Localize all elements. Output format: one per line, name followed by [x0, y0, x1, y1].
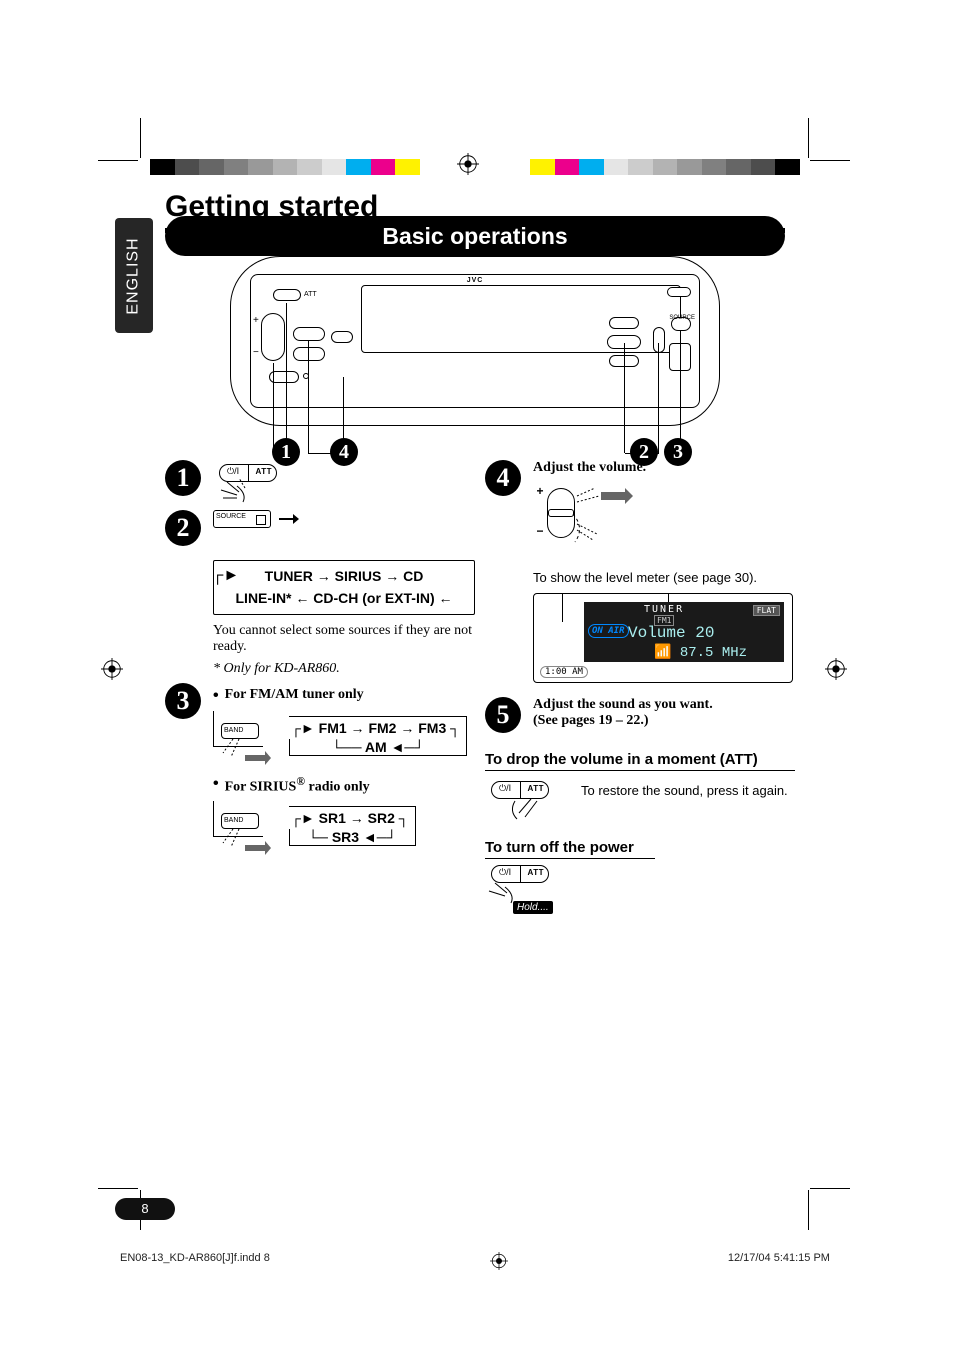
basic-operations-pill: Basic operations	[165, 216, 785, 256]
arrow-right-icon	[279, 514, 299, 524]
step-2-diagram: SOURCE	[213, 510, 299, 546]
registration-mark-bottom	[490, 1252, 508, 1270]
brand-label: JVC	[467, 277, 484, 284]
level-meter-caption: To show the level meter (see page 30).	[533, 570, 795, 585]
volume-rocker-diagram: + −	[533, 484, 643, 564]
step3-bullet1: For FM/AM tuner only	[225, 687, 364, 705]
step-3-badge: 3	[165, 683, 201, 719]
step-5-sub: (See pages 19 – 22.)	[533, 713, 795, 729]
step-1-diagram: ⏻/I ATT	[213, 460, 293, 504]
radio-faceplate-diagram: JVC ATT + − SOURCE	[230, 256, 720, 456]
step-5-badge: 5	[485, 697, 521, 733]
step3-bullet2: For SIRIUS® radio only	[225, 775, 370, 796]
display-mock: TUNER FLAT FM1 ON AIR Volume 20 📶 87.5 M…	[533, 593, 793, 683]
att-button-diagram: ⏻/I ATT	[485, 781, 565, 821]
page-number: 8	[115, 1198, 175, 1220]
step-2-note: You cannot select some sources if they a…	[213, 623, 475, 655]
source-flow: ┌► TUNER → SIRIUS → CD LINE-IN* ← CD-CH …	[213, 560, 475, 615]
power-off-heading: To turn off the power	[485, 839, 655, 859]
footer-timestamp: 12/17/04 5:41:15 PM	[728, 1252, 830, 1270]
step-5-heading: Adjust the sound as you want.	[533, 697, 795, 713]
step-4-heading: Adjust the volume.	[533, 460, 795, 476]
language-tab: ENGLISH	[115, 218, 153, 333]
step-2-badge: 2	[165, 510, 201, 546]
step-4-badge: 4	[485, 460, 521, 496]
footer-file: EN08-13_KD-AR860[J]f.indd 8	[120, 1252, 270, 1270]
step-2-footnote: * Only for KD-AR860.	[213, 661, 475, 677]
footer: EN08-13_KD-AR860[J]f.indd 8 12/17/04 5:4…	[120, 1252, 830, 1270]
sirius-flow-diagram: BAND ┌► SR1 → SR2 ┐ └─ SR3 ◄─┘	[213, 801, 475, 851]
step-1-badge: 1	[165, 460, 201, 496]
power-off-diagram: ⏻/I ATT Hold....	[485, 865, 795, 905]
att-heading: To drop the volume in a moment (ATT)	[485, 751, 795, 771]
fm-flow-diagram: BAND ┌► FM1 → FM2 → FM3 ┐ └── AM ◄─┘	[213, 711, 475, 761]
att-restore-text: To restore the sound, press it again.	[581, 783, 795, 821]
